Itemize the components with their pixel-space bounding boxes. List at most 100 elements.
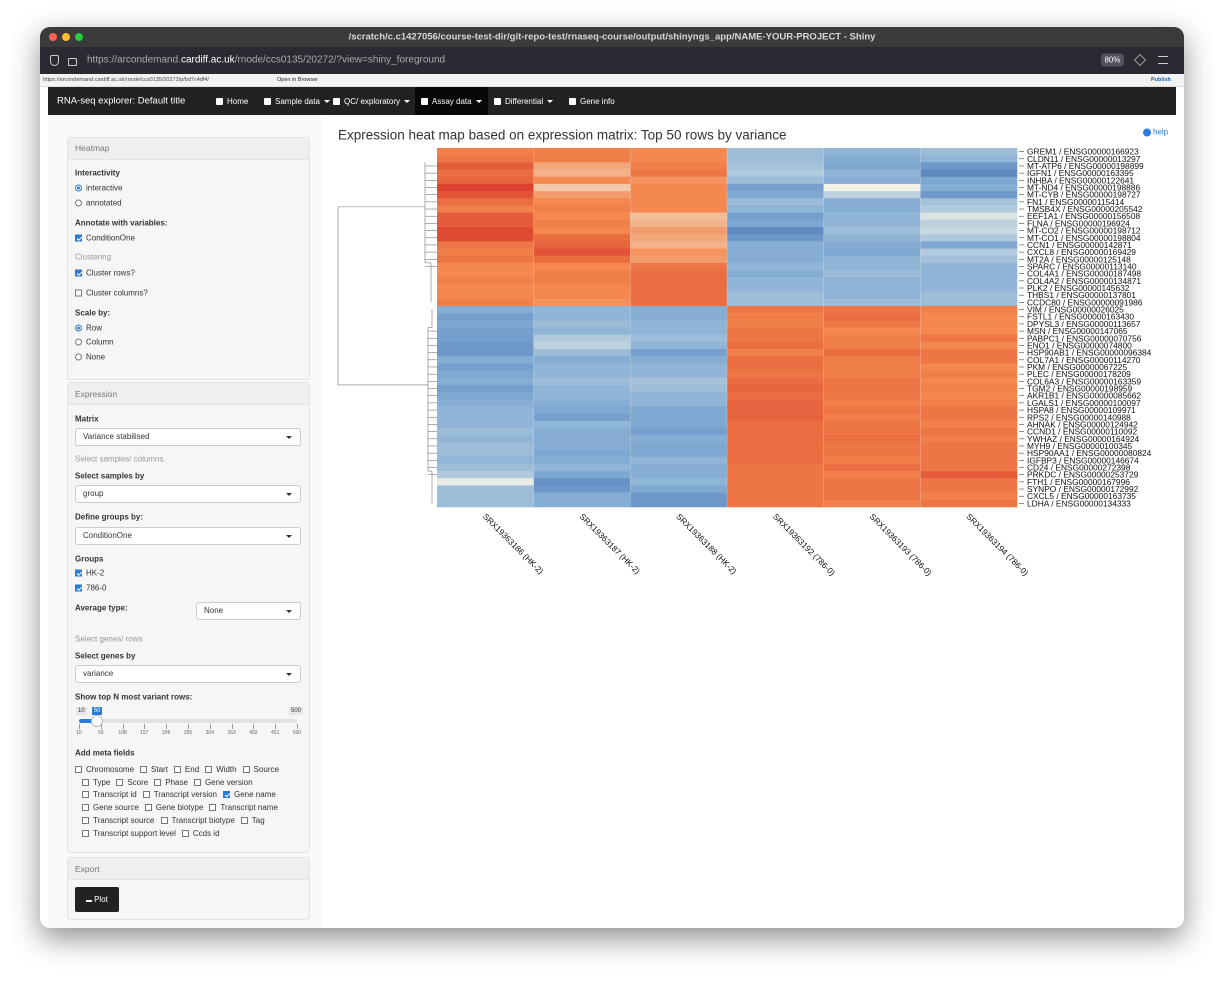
radio[interactable] (75, 199, 82, 207)
checkbox[interactable] (75, 584, 82, 592)
checkbox[interactable] (82, 829, 89, 837)
label: Cluster columns? (86, 288, 148, 298)
checkbox[interactable] (75, 765, 82, 773)
toolbar (40, 74, 1184, 87)
checkbox[interactable] (82, 791, 89, 799)
checkbox[interactable] (82, 817, 89, 825)
panel-header (68, 858, 309, 880)
option-label: Source (253, 764, 279, 774)
option-label: Gene biotype (155, 803, 204, 813)
open-in-browser[interactable]: Open in Browser (277, 77, 318, 83)
checkbox[interactable] (240, 817, 248, 825)
zoom[interactable] (75, 33, 83, 41)
option: Cluster columns? (75, 289, 148, 298)
option-label: Ccds id (192, 828, 220, 838)
meta-row: Gene source Gene biotype Transcript name (75, 801, 305, 814)
caret (404, 99, 411, 106)
radio[interactable] (75, 324, 82, 332)
meta-option: Tag (240, 816, 265, 825)
label: HK-2 (86, 568, 105, 578)
radio[interactable] (75, 184, 82, 192)
nav-icon (333, 97, 340, 105)
option: None (75, 353, 105, 362)
nav-label: Assay data (432, 96, 472, 106)
chart-title: Expression heat map based on expression … (338, 127, 787, 143)
checkbox[interactable] (242, 765, 250, 773)
option-label: Type (93, 777, 111, 787)
select[interactable]: Variance stabilised (75, 428, 301, 446)
checkbox[interactable] (75, 269, 82, 277)
label: annotated (86, 198, 122, 208)
slider-value: 50 (91, 707, 103, 715)
radio[interactable] (75, 338, 82, 346)
checkbox[interactable] (75, 234, 82, 242)
nav-item[interactable]: QC/ exploratory (327, 87, 416, 115)
checkbox[interactable] (160, 817, 168, 825)
nav-icon (421, 97, 428, 105)
url-domain: cardiff.ac.uk (180, 54, 235, 66)
label: None (86, 352, 106, 362)
checkbox[interactable] (223, 791, 230, 799)
select[interactable]: group (75, 485, 301, 503)
slider-tick-label: 500 (292, 730, 302, 736)
meta-option: Phase (154, 778, 188, 787)
slider-tick (209, 724, 211, 729)
close[interactable] (49, 33, 57, 41)
select[interactable]: variance (75, 665, 301, 683)
checkbox[interactable] (142, 791, 150, 799)
option-label: Transcript source (93, 816, 155, 826)
meta-option: Transcript version (142, 790, 217, 799)
meta-option: Gene version (193, 778, 253, 787)
slider-tick-label: 157 (140, 730, 149, 736)
checkbox[interactable] (82, 804, 89, 812)
option: interactive (75, 184, 122, 193)
minimize[interactable] (62, 33, 70, 41)
checkbox[interactable] (173, 765, 181, 773)
checkbox[interactable] (209, 804, 217, 812)
option: Row (75, 324, 102, 333)
meta-option: Transcript support level (82, 829, 176, 838)
nav-icon (264, 97, 271, 105)
slider-max: 500 (289, 707, 304, 715)
checkbox[interactable] (144, 804, 152, 812)
meta-option: End (173, 765, 199, 774)
nav-item[interactable]: Differential (488, 87, 559, 115)
nav-item[interactable]: Gene info (563, 87, 621, 115)
option-label: Gene name (234, 790, 276, 800)
label: Row (86, 323, 103, 333)
slider-tick-label: 353 (227, 730, 236, 736)
slider-handle[interactable] (90, 715, 103, 727)
caret (547, 99, 554, 106)
label: Matrix (75, 414, 99, 424)
checkbox[interactable] (140, 765, 148, 773)
nav-item[interactable]: Home (210, 87, 254, 115)
option-label: Transcript support level (93, 828, 176, 838)
checkbox[interactable] (75, 569, 82, 577)
checkbox[interactable] (193, 778, 201, 786)
radio[interactable] (75, 353, 82, 361)
help-link[interactable]: help (1143, 128, 1168, 137)
plot-button[interactable]: Plot (75, 887, 119, 912)
checkbox[interactable] (181, 829, 189, 837)
select[interactable]: None (196, 602, 301, 620)
nav-item[interactable]: Sample data (258, 87, 336, 115)
publish[interactable]: Publish (1151, 77, 1171, 83)
checkbox[interactable] (75, 289, 82, 297)
checkbox[interactable] (205, 765, 213, 773)
option: HK-2 (75, 569, 104, 578)
zoom-level[interactable]: 80% (1101, 53, 1124, 67)
checkbox[interactable] (154, 778, 162, 786)
option: annotated (75, 199, 122, 208)
option: ConditionOne (75, 234, 135, 243)
nav-item[interactable]: Assay data (415, 87, 488, 115)
slider-tick-label: 108 (118, 730, 127, 736)
url[interactable]: https://arcondemand.cardiff.ac.uk/rnode/… (87, 55, 445, 66)
option: Cluster rows? (75, 269, 135, 278)
checkbox[interactable] (116, 778, 124, 786)
menu-icon[interactable] (1158, 56, 1168, 64)
slider-tick (122, 724, 124, 729)
select[interactable]: ConditionOne (75, 527, 301, 545)
caret (323, 99, 330, 106)
checkbox[interactable] (82, 778, 89, 786)
shield-icon (50, 55, 59, 66)
